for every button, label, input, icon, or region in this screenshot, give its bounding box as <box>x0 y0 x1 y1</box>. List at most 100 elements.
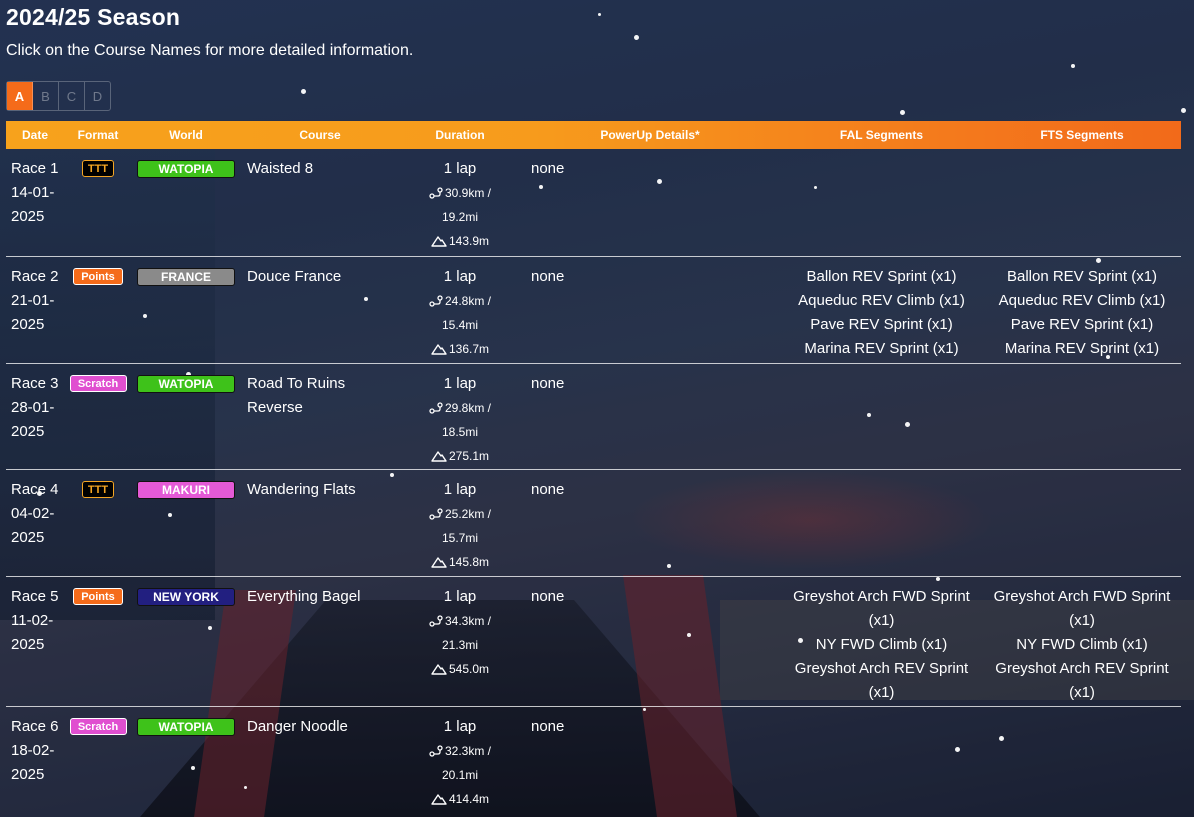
course-link[interactable]: Danger Noodle <box>247 718 348 735</box>
world-badge: WATOPIA <box>137 160 235 178</box>
course-link[interactable]: Waisted 8 <box>247 160 314 177</box>
column-header-course: Course <box>299 128 341 142</box>
elevation-icon <box>431 343 447 355</box>
race-number: Race 2 <box>11 268 59 285</box>
distance-km-value: 34.3km / <box>444 614 492 628</box>
snowflake <box>900 110 905 115</box>
powerup-details: none <box>531 160 565 177</box>
distance-km: 32.3km / <box>400 739 520 763</box>
table-row: Race 2 21-01- 2025 Points FRANCE Douce France… <box>6 256 1181 363</box>
distance-km: 25.2km / <box>400 502 520 526</box>
fts-segment: Ballon REV Sprint (x1) <box>1006 268 1158 285</box>
distance-km-value: 32.3km / <box>444 744 492 758</box>
route-icon <box>429 615 443 627</box>
distance-km-value: 24.8km / <box>444 294 492 308</box>
course-link[interactable]: Road To Ruins Reverse <box>247 375 346 416</box>
fts-segment: Marina REV Sprint (x1) <box>1004 340 1160 357</box>
world-badge: WATOPIA <box>137 718 235 736</box>
fts-segment: Aqueduc REV Climb (x1) <box>998 292 1166 309</box>
table-header: Date Format World Course Duration PowerU… <box>6 121 1181 149</box>
tab-b[interactable]: B <box>33 82 59 110</box>
format-badge: Scratch <box>69 718 127 735</box>
elevation: 136.7m <box>400 337 520 361</box>
elevation-value: 145.8m <box>448 555 490 569</box>
fts-segments: Greyshot Arch FWD Sprint (x1) NY FWD Clim… <box>983 585 1181 706</box>
table-row: Race 6 18-02- 2025 Scratch WATOPIA Danger Noo… <box>6 706 1181 816</box>
lap-count: 1 lap <box>443 375 477 392</box>
snowflake <box>364 297 368 301</box>
elevation-icon <box>431 450 447 462</box>
column-header-date: Date <box>21 128 48 142</box>
snowflake <box>301 89 306 94</box>
world-cell: MAKURI <box>132 478 240 576</box>
route-icon <box>429 508 443 520</box>
course-link[interactable]: Douce France <box>247 268 342 285</box>
elevation: 545.0m <box>400 657 520 681</box>
table-row: Race 4 04-02- 2025 TTT MAKURI Wandering Flats… <box>6 469 1181 576</box>
column-header-powerup: PowerUp Details* <box>600 128 700 142</box>
column-header-fts: FTS Segments <box>1040 128 1124 142</box>
distance-km: 24.8km / <box>400 289 520 313</box>
snowflake <box>999 736 1004 741</box>
world-cell: NEW YORK <box>132 585 240 706</box>
snowflake <box>539 185 543 189</box>
world-cell: FRANCE <box>132 265 240 363</box>
fts-segments <box>983 372 1181 469</box>
tab-a[interactable]: A <box>7 82 33 110</box>
race-date: Race 6 18-02- 2025 <box>6 715 64 816</box>
page-title: 2024/25 Season <box>6 4 181 30</box>
distance-mi: 18.5mi <box>441 425 479 439</box>
race-number: Race 4 <box>11 481 59 498</box>
elevation: 145.8m <box>400 550 520 574</box>
snowflake <box>186 372 191 377</box>
race-date: Race 1 14-01- 2025 <box>6 157 64 256</box>
duration-cell: 1 lap 24.8km / 15.4mi 136.7m <box>400 265 520 363</box>
powerup-details: none <box>531 268 565 285</box>
format-badge: Scratch <box>69 375 127 392</box>
race-number: Race 6 <box>11 718 59 735</box>
distance-mi: 20.1mi <box>441 768 479 782</box>
snowflake <box>657 179 662 184</box>
fal-segment: NY FWD Climb (x1) <box>815 636 948 653</box>
snowflake <box>168 513 172 517</box>
table-row: Race 1 14-01- 2025 TTT WATOPIA Waisted 8 1 lap… <box>6 149 1181 256</box>
race-date-year: 2025 <box>11 316 45 333</box>
race-date-day: 04-02- <box>11 505 55 522</box>
race-date-day: 11-02- <box>11 612 54 629</box>
format-cell: Scratch <box>64 372 132 469</box>
course-link[interactable]: Wandering Flats <box>247 481 356 498</box>
fal-segment: Aqueduc REV Climb (x1) <box>798 292 965 309</box>
snowflake <box>390 473 394 477</box>
snowflake <box>143 314 147 318</box>
powerup-details: none <box>531 588 565 605</box>
tab-d[interactable]: D <box>92 88 103 104</box>
snowflake <box>667 564 671 568</box>
fal-segment: Greyshot Arch REV Sprint (x1) <box>794 660 969 701</box>
snowflake <box>1106 355 1110 359</box>
page-subtitle: Click on the Course Names for more detai… <box>6 42 414 59</box>
course-link[interactable]: Everything Bagel <box>247 588 361 605</box>
distance-mi: 15.4mi <box>441 318 479 332</box>
fal-segment: Ballon REV Sprint (x1) <box>806 268 957 285</box>
tab-c[interactable]: C <box>59 82 85 110</box>
fts-segment: Pave REV Sprint (x1) <box>1010 316 1154 333</box>
elevation-icon <box>431 235 447 247</box>
column-header-world: World <box>169 128 203 142</box>
snowflake <box>955 747 960 752</box>
race-date: Race 5 11-02- 2025 <box>6 585 64 706</box>
fal-segment: Marina REV Sprint (x1) <box>804 340 959 357</box>
elevation-icon <box>431 556 447 568</box>
elevation-value: 136.7m <box>448 342 490 356</box>
column-header-duration: Duration <box>435 128 485 142</box>
world-badge: FRANCE <box>137 268 235 286</box>
lap-count: 1 lap <box>443 481 477 498</box>
format-cell: TTT <box>64 478 132 576</box>
elevation-icon <box>431 793 447 805</box>
world-badge: MAKURI <box>137 481 235 499</box>
snowflake <box>208 626 212 630</box>
distance-km: 34.3km / <box>400 609 520 633</box>
route-icon <box>429 187 443 199</box>
elevation: 414.4m <box>400 787 520 811</box>
race-number: Race 3 <box>11 375 59 392</box>
snowflake <box>643 708 646 711</box>
